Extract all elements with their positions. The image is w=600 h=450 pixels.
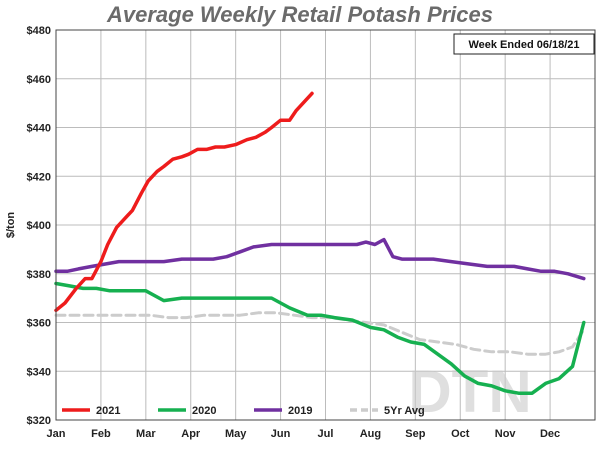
y-tick-label: $420 — [27, 171, 51, 183]
series-line-5yr-avg — [54, 311, 586, 356]
y-tick-label: $460 — [27, 74, 51, 86]
legend: 2021 2020 2019 5Yr Avg — [62, 405, 425, 417]
x-tick-label: Jun — [271, 428, 291, 440]
x-tick-label: May — [225, 428, 247, 440]
x-tick-label: Nov — [495, 428, 517, 440]
legend-label: 2020 — [192, 405, 216, 417]
x-tick-label: Jan — [47, 428, 66, 440]
y-axis: $320 $340 $360 $380 $400 $420 $440 $460 $480 — [27, 25, 51, 427]
week-ended-note: Week Ended 06/18/21 — [453, 33, 595, 55]
x-tick-label: Aug — [360, 428, 381, 440]
y-tick-label: $320 — [27, 415, 51, 427]
series-line-2019 — [54, 237, 586, 281]
plot-frame — [55, 29, 596, 421]
chart-title: Average Weekly Retail Potash Prices — [106, 2, 493, 27]
x-tick-label: Apr — [181, 428, 201, 440]
x-tick-label: Feb — [91, 428, 111, 440]
y-tick-label: $480 — [27, 25, 51, 37]
y-tick-label: $360 — [27, 318, 51, 330]
week-ended-text: Week Ended 06/18/21 — [468, 39, 579, 51]
y-tick-label: $400 — [27, 220, 51, 232]
series-line-2020 — [54, 281, 586, 395]
x-tick-label: Jul — [318, 428, 334, 440]
legend-label: 2021 — [96, 405, 120, 417]
legend-label: 2019 — [288, 405, 312, 417]
y-tick-label: $340 — [27, 366, 51, 378]
y-tick-label: $440 — [27, 123, 51, 135]
y-tick-label: $380 — [27, 269, 51, 281]
x-tick-label: Sep — [405, 428, 425, 440]
legend-label: 5Yr Avg — [384, 405, 425, 417]
series-layer — [54, 91, 586, 395]
x-tick-label: Dec — [540, 428, 560, 440]
x-axis: Jan Feb Mar Apr May Jun Jul Aug Sep Oct Nov Dec — [47, 428, 561, 440]
y-axis-label: $/ton — [5, 212, 17, 239]
series-line-2021 — [54, 91, 314, 313]
x-tick-label: Mar — [136, 428, 156, 440]
x-tick-label: Oct — [451, 428, 470, 440]
